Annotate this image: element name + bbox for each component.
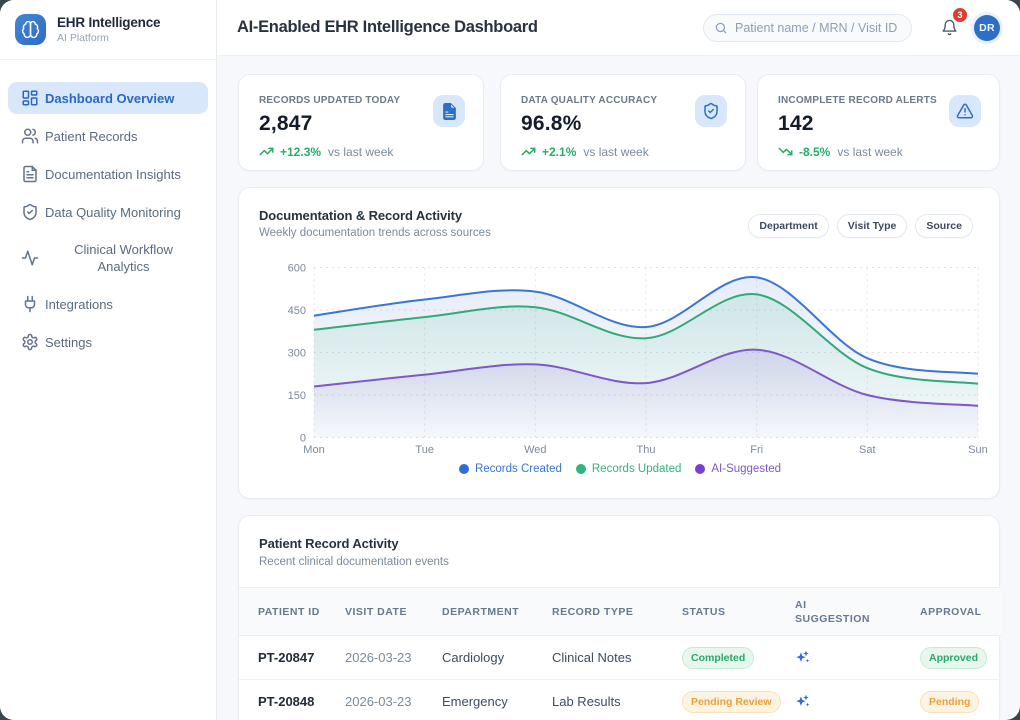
svg-text:Thu: Thu [637,444,656,456]
svg-text:150: 150 [288,390,306,402]
svg-text:300: 300 [288,348,306,360]
svg-text:Sun: Sun [968,444,988,456]
svg-text:0: 0 [300,433,306,445]
svg-text:Wed: Wed [524,444,546,456]
svg-text:Tue: Tue [415,444,434,456]
svg-text:Sat: Sat [859,444,876,456]
svg-text:Mon: Mon [303,444,324,456]
svg-text:450: 450 [288,305,306,317]
svg-text:600: 600 [288,263,306,275]
svg-text:Fri: Fri [750,444,763,456]
